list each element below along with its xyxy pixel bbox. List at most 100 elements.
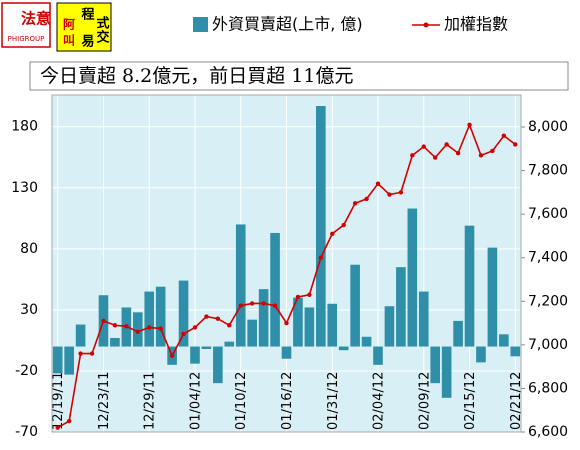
- index-marker: [272, 303, 278, 308]
- index-marker: [66, 418, 72, 424]
- index-marker: [478, 153, 484, 158]
- index-marker: [421, 144, 426, 149]
- bar: [396, 267, 406, 347]
- index-marker: [227, 323, 232, 328]
- index-marker: [375, 181, 381, 186]
- x-tick-label: 01/31/12: [326, 372, 341, 430]
- bar: [453, 320, 463, 347]
- index-marker: [444, 142, 449, 147]
- index-marker: [249, 301, 255, 306]
- bar: [190, 346, 200, 364]
- index-marker: [501, 133, 507, 138]
- y2-tick-label: 7,200: [528, 293, 568, 309]
- y-tick-label: 130: [11, 180, 38, 196]
- bar: [373, 346, 383, 365]
- bar: [361, 336, 372, 347]
- logo-right-char: 易: [81, 35, 94, 50]
- bar: [338, 346, 349, 351]
- bar: [430, 346, 441, 384]
- index-marker: [78, 351, 83, 356]
- y2-tick-label: 7,000: [528, 337, 568, 353]
- index-marker: [467, 122, 472, 128]
- index-marker: [284, 320, 289, 326]
- x-tick-label: 02/21/12: [509, 372, 524, 430]
- x-tick-label: 02/15/12: [463, 372, 478, 430]
- bar: [281, 346, 292, 359]
- y2-tick-label: 8,000: [528, 119, 568, 135]
- logo-left-text: 法意: [21, 10, 51, 28]
- bar: [384, 306, 395, 347]
- bar: [487, 247, 498, 347]
- index-marker: [295, 294, 301, 300]
- bar: [418, 291, 429, 347]
- y-tick-label: -70: [15, 424, 38, 440]
- bar: [510, 346, 521, 357]
- index-marker: [433, 155, 438, 160]
- index-marker: [204, 314, 209, 319]
- x-tick-label: 02/04/12: [372, 372, 387, 430]
- x-tick-label: 02/09/12: [417, 372, 432, 430]
- bar: [304, 307, 315, 347]
- index-marker: [513, 142, 518, 147]
- bar: [52, 346, 63, 374]
- logo-right-char: 阿: [63, 18, 75, 32]
- bar: [464, 225, 475, 347]
- index-marker: [135, 329, 140, 334]
- logo-right-char: 叫: [63, 33, 75, 48]
- bar: [316, 105, 326, 347]
- bar: [441, 346, 452, 398]
- bar: [270, 232, 280, 347]
- bar: [327, 303, 338, 347]
- y-tick-label: -20: [15, 363, 38, 379]
- index-marker: [364, 196, 369, 202]
- bar: [201, 346, 212, 349]
- index-marker: [330, 231, 335, 236]
- annotation: 今日賣超 8.2億元，前日買超 11億元: [40, 65, 353, 87]
- bar: [75, 324, 86, 347]
- bar: [224, 341, 235, 347]
- y2-tick-label: 7,800: [528, 163, 568, 179]
- bar: [247, 319, 257, 347]
- bar: [258, 289, 269, 347]
- x-tick-label: 12/23/11: [97, 372, 112, 430]
- logo-right-char: 程: [81, 8, 94, 23]
- index-marker: [55, 425, 60, 430]
- legend-marker: [423, 22, 429, 28]
- index-marker: [112, 323, 118, 328]
- bar: [64, 346, 74, 375]
- logo-left-sub: PHIGROUP: [8, 35, 45, 43]
- index-marker: [341, 222, 346, 228]
- annotation-box: [29, 61, 569, 91]
- x-tick-label: 12/19/11: [51, 372, 66, 430]
- y2-tick-label: 7,400: [528, 250, 568, 266]
- y2-tick-label: 6,800: [528, 380, 568, 396]
- index-marker: [318, 255, 324, 260]
- index-marker: [124, 324, 129, 329]
- index-marker: [307, 292, 312, 297]
- index-marker: [215, 316, 221, 321]
- logo-left-box: [1, 2, 51, 48]
- bar: [213, 346, 223, 384]
- y-tick-label: 80: [20, 241, 38, 257]
- legend-label: 加權指數: [444, 15, 508, 34]
- logo-right-char: 式: [96, 16, 109, 32]
- x-tick-label: 01/16/12: [280, 372, 295, 430]
- y2-tick-label: 7,600: [528, 206, 568, 222]
- index-marker: [181, 331, 186, 337]
- bar: [132, 312, 143, 347]
- index-marker: [147, 325, 152, 330]
- index-marker: [387, 192, 392, 197]
- plot: [52, 105, 521, 430]
- plot-border: [51, 94, 522, 433]
- index-marker: [490, 148, 495, 154]
- bar: [144, 291, 155, 347]
- y2-tick-label: 6,600: [528, 424, 568, 440]
- bar: [110, 337, 120, 347]
- index-marker: [352, 201, 358, 206]
- bar: [407, 208, 418, 347]
- index-marker: [89, 351, 95, 356]
- index-marker: [192, 325, 198, 330]
- index-marker: [101, 318, 106, 324]
